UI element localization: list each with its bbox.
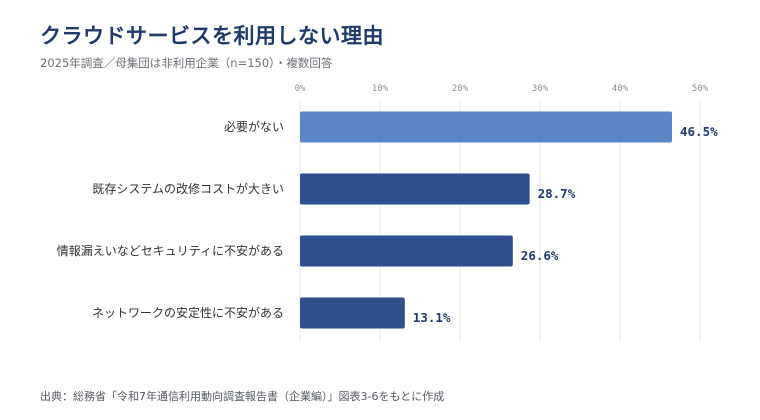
x-tick-label: 0% bbox=[295, 84, 306, 94]
source-note: 出典：総務省「令和7年通信利用動向調査報告書（企業編）」図表3-6をもとに作成 bbox=[40, 390, 445, 403]
x-tick-label: 20% bbox=[452, 84, 469, 94]
chart-title: クラウドサービスを利用しない理由 bbox=[40, 24, 384, 48]
x-tick-label: 10% bbox=[372, 84, 389, 94]
x-tick-label: 50% bbox=[692, 84, 709, 94]
x-tick-label: 30% bbox=[532, 84, 549, 94]
value-label: 28.7% bbox=[538, 186, 576, 201]
bar bbox=[300, 111, 672, 143]
category-label: 必要がない bbox=[224, 119, 284, 134]
bar bbox=[300, 235, 513, 267]
chart-subtitle: 2025年調査／母集団は非利用企業（n=150）・複数回答 bbox=[40, 56, 333, 70]
bar-chart: 0% 10% 20% 30% 40% 50% 必要がない 46.5% 既存システムの改修コストが… bbox=[57, 84, 718, 342]
x-tick-label: 40% bbox=[612, 84, 629, 94]
category-label: ネットワークの安定性に不安がある bbox=[92, 305, 284, 320]
category-label: 情報漏えいなどセキュリティに不安がある bbox=[57, 243, 284, 258]
value-label: 13.1% bbox=[413, 310, 451, 325]
value-label: 46.5% bbox=[680, 124, 718, 139]
category-label: 既存システムの改修コストが大きい bbox=[92, 181, 284, 196]
bar bbox=[300, 297, 405, 329]
bar bbox=[300, 173, 530, 205]
value-label: 26.6% bbox=[521, 248, 559, 263]
